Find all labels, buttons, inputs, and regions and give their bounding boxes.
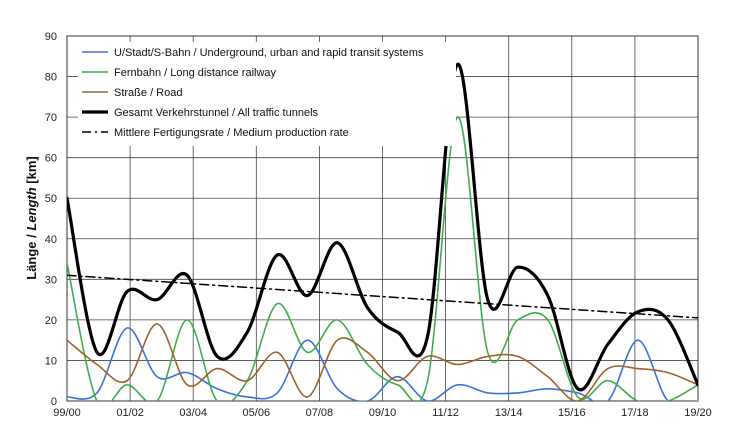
y-axis-label: Länge / Length [km]	[24, 156, 39, 280]
y-tick-label: 0	[51, 396, 57, 408]
y-axis-label-unit: [km]	[24, 156, 39, 187]
x-tick-labels: 99/00 01/02 03/04 05/06 07/08 09/10 11/12 13/14…	[53, 407, 712, 419]
legend-label-2: Straße / Road	[114, 87, 182, 99]
x-tick-label: 15/16	[558, 407, 586, 419]
legend-label-3: Gesamt Verkehrstunnel / All traffic tunn…	[114, 107, 319, 119]
y-axis-label-italic: Length	[24, 187, 39, 230]
x-tick-label: 17/18	[621, 407, 649, 419]
x-tick-label: 99/00	[53, 407, 81, 419]
legend: U/Stadt/S-Bahn / Underground, urban and …	[78, 42, 456, 146]
series-line-1	[67, 116, 698, 401]
x-tick-label: 07/08	[306, 407, 334, 419]
x-tick-label: 09/10	[369, 407, 397, 419]
series-line-4	[67, 274, 698, 319]
series-line-0	[67, 327, 698, 401]
x-tick-label: 01/02	[116, 407, 144, 419]
y-tick-label: 80	[45, 72, 57, 84]
legend-label-1: Fernbahn / Long distance railway	[114, 67, 277, 79]
y-tick-labels: 0 10 20 30 40 50 60 70 80 90	[45, 31, 57, 408]
y-tick-label: 50	[45, 193, 57, 205]
x-tick-label: 03/04	[179, 407, 207, 419]
series-line-3	[67, 62, 698, 392]
y-tick-label: 70	[45, 112, 57, 124]
x-tick-label: 19/20	[684, 407, 712, 419]
y-tick-label: 20	[45, 315, 57, 327]
plot-frame	[66, 35, 699, 402]
legend-background	[78, 42, 456, 146]
y-tick-label: 90	[45, 31, 57, 43]
x-tick-label: 13/14	[495, 407, 523, 419]
series-lines	[67, 62, 698, 401]
x-tick-label: 05/06	[243, 407, 271, 419]
series-line-2	[67, 323, 698, 401]
y-axis-label-main: Länge /	[24, 231, 39, 280]
y-tick-label: 10	[45, 355, 57, 367]
y-tick-label: 40	[45, 234, 57, 246]
y-tick-label: 30	[45, 274, 57, 286]
legend-label-0: U/Stadt/S-Bahn / Underground, urban and …	[114, 47, 424, 59]
y-tick-label: 60	[45, 153, 57, 165]
x-tick-label: 11/12	[432, 407, 459, 419]
legend-label-4: Mittlere Fertigungsrate / Medium product…	[114, 127, 349, 139]
